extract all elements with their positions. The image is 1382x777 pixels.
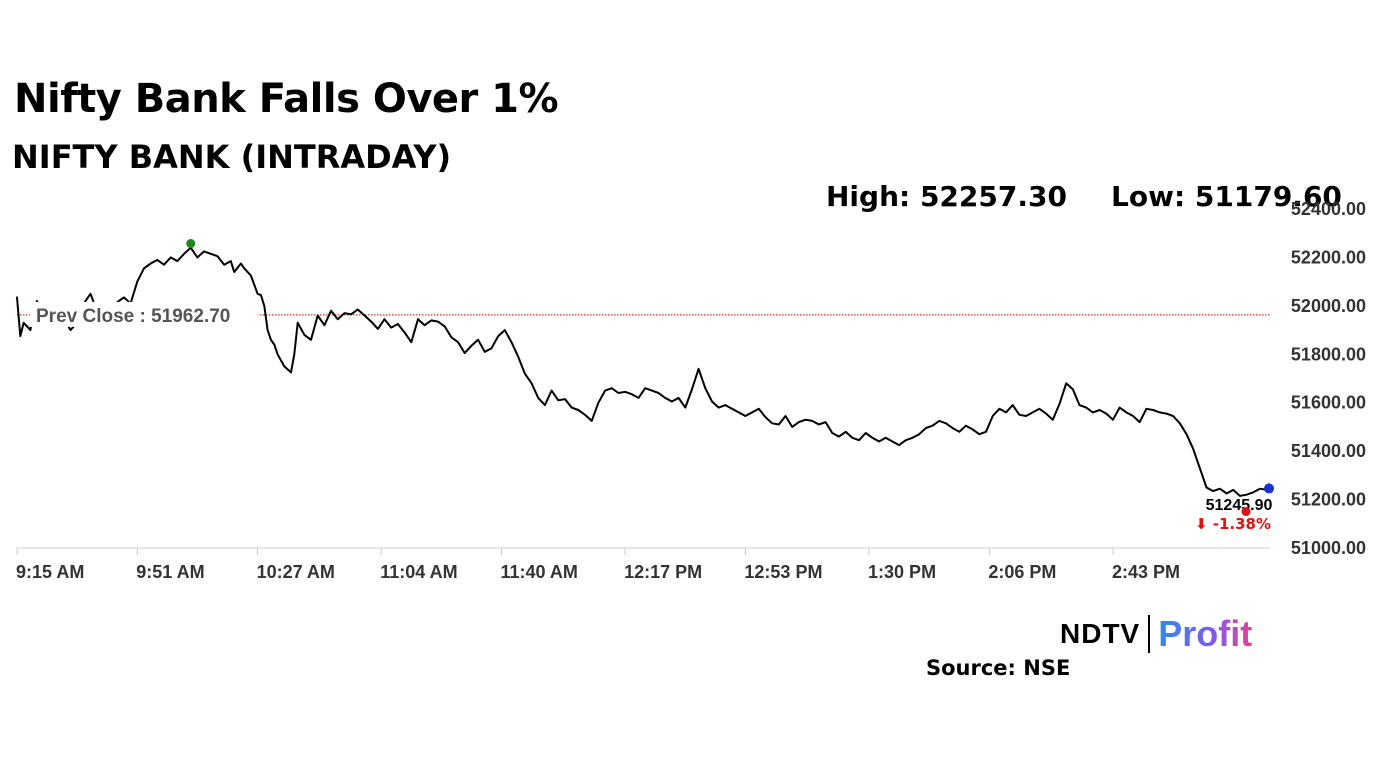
source-note: Source: NSE: [926, 656, 1071, 680]
low-stat: Low: 51179.60: [1111, 180, 1342, 213]
y-tick-label: 52200.00: [1291, 247, 1366, 267]
price-line: [16, 246, 1271, 497]
change-label: ⬇ -1.38%: [1195, 515, 1271, 533]
prev-close-label-bg: [30, 301, 258, 327]
x-tick-label: 10:27 AM: [257, 562, 335, 582]
logo-brand: NDTV: [1060, 618, 1141, 649]
page-title: Nifty Bank Falls Over 1%: [14, 76, 559, 122]
series-layer: [16, 246, 1271, 497]
logo-product: Profit: [1158, 613, 1253, 654]
y-tick-label: 51200.00: [1291, 490, 1366, 510]
high-marker: [186, 239, 196, 249]
x-tick-label: 12:53 PM: [744, 562, 822, 582]
y-tick-label: 51400.00: [1291, 441, 1366, 461]
marker-layer: Prev Close : 51962.70 51245.90⬇ -1.38%: [30, 239, 1274, 533]
chart-subtitle: NIFTY BANK (INTRADAY): [12, 138, 452, 176]
x-tick-label: 9:15 AM: [16, 562, 84, 582]
x-tick-label: 12:17 PM: [624, 562, 702, 582]
y-tick-label: 52000.00: [1291, 296, 1366, 316]
axis-layer: 9:15 AM 9:51 AM 10:27 AM 11:04 AM 11:40 AM 12…: [16, 199, 1366, 582]
x-tick-label: 11:40 AM: [500, 562, 577, 582]
y-tick-label: 51000.00: [1291, 538, 1366, 558]
logo-divider: [1148, 615, 1151, 653]
y-tick-label: 52400.00: [1291, 199, 1366, 219]
x-tick-label: 2:06 PM: [988, 562, 1056, 582]
x-tick-label: 1:30 PM: [868, 562, 936, 582]
x-tick-label: 11:04 AM: [380, 562, 457, 582]
last-value-marker: [1264, 483, 1274, 494]
x-tick-label: 2:43 PM: [1112, 562, 1180, 582]
last-value-label: 51245.90: [1206, 497, 1273, 514]
x-tick-label: 9:51 AM: [136, 562, 204, 582]
prev-close-label: Prev Close : 51962.70: [36, 306, 230, 327]
y-tick-label: 51600.00: [1291, 393, 1366, 413]
high-stat: High: 52257.30: [826, 180, 1067, 213]
low-marker: [1241, 507, 1251, 517]
y-tick-label: 51800.00: [1291, 344, 1366, 364]
ndtv-profit-logo: NDTV Profit: [1060, 612, 1252, 656]
